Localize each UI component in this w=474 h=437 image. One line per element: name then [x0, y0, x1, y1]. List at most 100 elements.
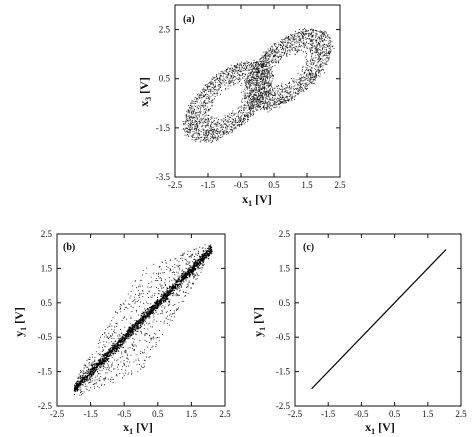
- scatter-point: [190, 265, 192, 267]
- diagonal-point: [201, 257, 203, 259]
- attractor-point: [262, 98, 264, 100]
- attractor-point: [322, 47, 324, 49]
- attractor-point: [258, 102, 260, 104]
- attractor-point: [248, 80, 249, 82]
- attractor-point: [235, 121, 237, 123]
- scatter-point: [176, 260, 178, 262]
- attractor-point: [190, 112, 192, 114]
- attractor-point: [226, 120, 228, 122]
- scatter-point: [125, 349, 127, 351]
- attractor-point: [194, 125, 196, 127]
- attractor-point: [228, 115, 230, 117]
- attractor-point: [304, 70, 306, 72]
- diagonal-point: [131, 325, 133, 327]
- attractor-point: [257, 73, 258, 75]
- attractor-point: [281, 42, 283, 44]
- scatter-point: [117, 364, 119, 366]
- attractor-point: [203, 104, 205, 106]
- diagonal-point: [178, 278, 180, 280]
- attractor-point: [206, 103, 208, 105]
- scatter-point: [143, 363, 145, 365]
- attractor-point: [301, 83, 303, 85]
- attractor-point: [193, 117, 194, 119]
- scatter-point: [158, 337, 160, 339]
- attractor-point: [300, 83, 302, 85]
- diagonal-point: [76, 388, 78, 390]
- scatter-point: [120, 361, 122, 363]
- attractor-point: [248, 82, 250, 84]
- attractor-point: [254, 78, 256, 80]
- attractor-point: [257, 76, 259, 78]
- attractor-point: [298, 93, 300, 95]
- diagonal-point: [182, 280, 184, 282]
- scatter-point: [89, 359, 91, 360]
- attractor-point: [311, 28, 313, 30]
- attractor-point: [292, 97, 294, 99]
- attractor-point: [315, 47, 317, 49]
- scatter-point: [203, 250, 205, 252]
- attractor-point: [263, 60, 265, 62]
- attractor-point: [244, 81, 246, 83]
- attractor-point: [261, 76, 263, 78]
- scatter-point: [195, 253, 197, 255]
- attractor-point: [265, 91, 266, 93]
- attractor-point: [316, 66, 318, 68]
- attractor-point: [190, 125, 192, 127]
- attractor-point: [219, 85, 221, 87]
- attractor-point: [266, 53, 268, 55]
- scatter-point: [144, 308, 146, 310]
- attractor-point: [208, 118, 209, 120]
- scatter-point: [111, 334, 113, 336]
- attractor-point: [203, 103, 205, 105]
- diagonal-point: [101, 360, 103, 362]
- attractor-point: [256, 69, 258, 70]
- attractor-point: [209, 98, 210, 100]
- attractor-point: [312, 52, 314, 54]
- attractor-point: [204, 112, 205, 114]
- diagonal-point: [151, 305, 153, 307]
- scatter-point: [171, 316, 172, 318]
- attractor-point: [302, 36, 304, 38]
- diagonal-point: [194, 268, 196, 270]
- attractor-point: [261, 74, 262, 76]
- attractor-point: [274, 104, 275, 106]
- diagonal-point: [131, 326, 133, 328]
- attractor-point: [281, 91, 283, 93]
- scatter-point: [203, 264, 205, 265]
- attractor-point: [265, 75, 267, 77]
- attractor-point: [238, 117, 239, 119]
- attractor-point: [256, 92, 258, 94]
- attractor-point: [208, 131, 210, 133]
- attractor-point: [253, 110, 254, 112]
- diagonal-point: [115, 340, 117, 342]
- attractor-point: [292, 36, 294, 38]
- attractor-point: [312, 60, 314, 62]
- diagonal-point: [148, 311, 150, 313]
- diagonal-point: [135, 329, 137, 331]
- attractor-point: [287, 36, 289, 38]
- scatter-point: [105, 367, 107, 369]
- scatter-point: [98, 377, 100, 379]
- scatter-point: [96, 379, 98, 381]
- attractor-point: [255, 75, 257, 77]
- attractor-point: [285, 38, 287, 40]
- diagonal-point: [76, 390, 78, 392]
- attractor-point: [263, 51, 265, 53]
- attractor-point: [257, 109, 259, 111]
- scatter-point: [181, 300, 183, 302]
- scatter-point: [105, 359, 107, 361]
- diagonal-point: [147, 308, 149, 310]
- diagonal-point: [183, 281, 185, 283]
- diagonal-point: [167, 292, 169, 294]
- attractor-point: [189, 105, 191, 106]
- attractor-point: [194, 120, 196, 121]
- attractor-point: [185, 116, 187, 118]
- scatter-point: [179, 275, 181, 277]
- attractor-point: [240, 68, 242, 70]
- attractor-point: [329, 45, 330, 46]
- attractor-point: [220, 127, 222, 128]
- scatter-point: [179, 277, 181, 279]
- attractor-point: [278, 99, 279, 101]
- diagonal-point: [208, 246, 210, 248]
- scatter-point: [171, 313, 173, 315]
